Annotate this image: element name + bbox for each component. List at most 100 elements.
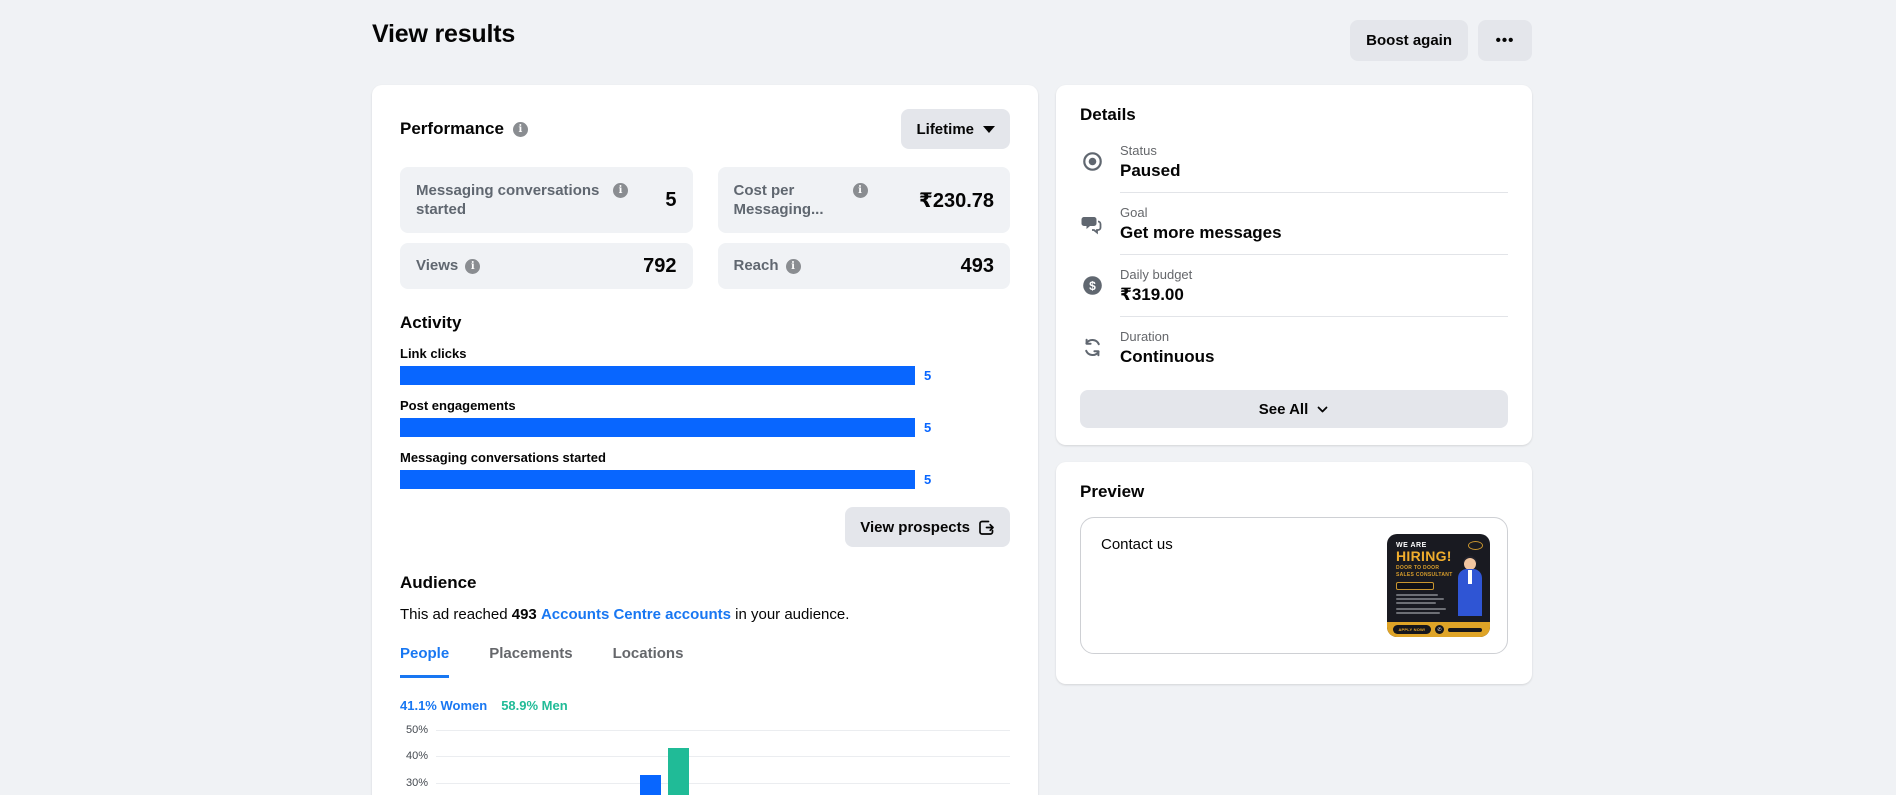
gender-bar-women bbox=[640, 774, 661, 795]
view-prospects-button[interactable]: View prospects bbox=[845, 507, 1010, 547]
detail-row-budget: $ Daily budget ₹319.00 bbox=[1080, 255, 1508, 317]
ad-phone-number bbox=[1448, 627, 1482, 632]
activity-title: Activity bbox=[400, 313, 462, 332]
y-axis-tick: 50% bbox=[405, 725, 428, 736]
info-icon[interactable]: i bbox=[465, 258, 481, 274]
metric-label: Cost per Messaging... bbox=[733, 181, 824, 219]
ad-text: SALES CONSULTANT bbox=[1396, 571, 1453, 578]
phone-icon: ✆ bbox=[1435, 625, 1444, 634]
tab-people[interactable]: People bbox=[400, 645, 450, 678]
ad-apply-button: APPLY NOW! bbox=[1393, 625, 1431, 634]
date-range-value: Lifetime bbox=[916, 120, 974, 138]
ad-preview-box: Contact us WE ARE HIRING! DOOR TO DOOR S… bbox=[1080, 517, 1508, 654]
ad-person-illustration bbox=[1455, 556, 1485, 616]
detail-label: Status bbox=[1120, 143, 1157, 158]
metric-tile: Views i 792 bbox=[400, 243, 693, 289]
detail-row-duration: Duration Continuous bbox=[1080, 317, 1508, 378]
see-all-button[interactable]: See All bbox=[1080, 390, 1508, 428]
activity-row-label: Post engagements bbox=[400, 398, 516, 413]
audience-tabs: People Placements Locations bbox=[400, 645, 1010, 678]
gridline bbox=[436, 783, 1010, 784]
info-icon[interactable]: i bbox=[613, 182, 628, 198]
performance-card: Performance i Lifetime Messaging convers… bbox=[372, 85, 1038, 795]
tab-placements[interactable]: Placements bbox=[489, 645, 573, 662]
activity-row: Link clicks 5 bbox=[400, 346, 1010, 385]
metric-tile: Messaging conversations started i 5 bbox=[400, 167, 693, 233]
gridline bbox=[436, 756, 1010, 757]
boost-again-button[interactable]: Boost again bbox=[1350, 20, 1468, 61]
detail-label: Daily budget bbox=[1120, 267, 1193, 282]
svg-text:$: $ bbox=[1089, 279, 1096, 293]
detail-value: Paused bbox=[1120, 161, 1181, 180]
audience-title: Audience bbox=[400, 573, 477, 592]
details-title: Details bbox=[1080, 105, 1136, 124]
activity-row-label: Link clicks bbox=[400, 346, 467, 361]
metric-label: Messaging conversations started bbox=[416, 181, 600, 219]
ad-detail-pill bbox=[1396, 581, 1434, 590]
radio-status-icon bbox=[1080, 151, 1104, 172]
dollar-circle-icon: $ bbox=[1080, 275, 1104, 296]
chevron-down-icon bbox=[1317, 406, 1328, 412]
ad-bottom-band: APPLY NOW! ✆ bbox=[1387, 622, 1490, 637]
external-link-icon bbox=[979, 520, 994, 535]
y-axis-tick: 30% bbox=[405, 777, 428, 789]
activity-bar-value: 5 bbox=[924, 420, 932, 435]
gender-bar-men bbox=[668, 748, 689, 795]
legend-men: 58.9% Men bbox=[501, 698, 568, 713]
performance-title: Performance bbox=[400, 119, 504, 138]
date-range-dropdown[interactable]: Lifetime bbox=[901, 109, 1010, 149]
audience-reach-sentence: This ad reached 493 Accounts Centre acco… bbox=[400, 606, 850, 623]
legend-women: 41.1% Women bbox=[400, 698, 488, 713]
activity-bar-fill bbox=[400, 418, 915, 437]
info-icon[interactable]: i bbox=[512, 121, 528, 137]
ad-text: WE ARE bbox=[1396, 542, 1427, 549]
audience-reach-count: 493 bbox=[511, 606, 537, 623]
preview-title: Preview bbox=[1080, 482, 1145, 501]
metrics-grid: Messaging conversations started i 5 Cost… bbox=[400, 167, 1010, 289]
chat-bubbles-icon bbox=[1080, 213, 1104, 235]
details-card: Details Status Paused Goal Get more mess… bbox=[1056, 85, 1532, 445]
detail-row-status: Status Paused bbox=[1080, 131, 1508, 193]
metric-label: Reach bbox=[733, 257, 779, 275]
preview-card: Preview Contact us WE ARE HIRING! DOOR T… bbox=[1056, 462, 1532, 684]
view-prospects-label: View prospects bbox=[860, 518, 970, 536]
page-title: View results bbox=[372, 20, 516, 48]
metric-value: 792 bbox=[643, 254, 677, 277]
info-icon[interactable]: i bbox=[852, 182, 868, 198]
ad-text: HIRING! bbox=[1396, 548, 1452, 564]
activity-row: Post engagements 5 bbox=[400, 398, 1010, 437]
detail-value: Continuous bbox=[1120, 347, 1215, 366]
metric-label: Views bbox=[416, 257, 459, 275]
metric-value: ₹230.78 bbox=[918, 189, 994, 212]
activity-bar-value: 5 bbox=[924, 472, 932, 487]
gender-legend: 41.1% Women 58.9% Men bbox=[400, 698, 1010, 713]
activity-bar-fill bbox=[400, 470, 915, 489]
gridline bbox=[436, 730, 1010, 731]
activity-bar-value: 5 bbox=[924, 368, 932, 383]
more-options-button[interactable]: ••• bbox=[1478, 20, 1532, 61]
see-all-label: See All bbox=[1258, 400, 1309, 418]
activity-bar-fill bbox=[400, 366, 915, 385]
ad-logo-icon bbox=[1468, 541, 1483, 550]
metric-tile: Reach i 493 bbox=[717, 243, 1010, 289]
info-icon[interactable]: i bbox=[785, 258, 801, 274]
tab-locations[interactable]: Locations bbox=[612, 645, 684, 662]
metric-value: 493 bbox=[960, 254, 994, 277]
detail-value: ₹319.00 bbox=[1120, 285, 1184, 304]
ad-text: DOOR TO DOOR bbox=[1396, 564, 1440, 571]
metric-value: 5 bbox=[665, 188, 677, 211]
activity-row: Messaging conversations started 5 bbox=[400, 450, 1010, 489]
detail-label: Goal bbox=[1120, 205, 1148, 220]
activity-row-label: Messaging conversations started bbox=[400, 450, 606, 465]
y-axis-tick: 40% bbox=[405, 750, 428, 762]
ad-cta-label: Contact us bbox=[1101, 536, 1173, 553]
metric-tile: Cost per Messaging... i ₹230.78 bbox=[717, 167, 1010, 233]
gender-age-chart: 50% 40% 30% bbox=[400, 725, 1010, 795]
detail-row-goal: Goal Get more messages bbox=[1080, 193, 1508, 255]
repeat-icon bbox=[1080, 337, 1104, 358]
chevron-down-icon bbox=[983, 125, 995, 133]
detail-value: Get more messages bbox=[1120, 223, 1282, 242]
accounts-centre-link[interactable]: Accounts Centre accounts bbox=[540, 606, 731, 623]
ad-thumbnail[interactable]: WE ARE HIRING! DOOR TO DOOR SALES CONSUL… bbox=[1387, 534, 1490, 637]
